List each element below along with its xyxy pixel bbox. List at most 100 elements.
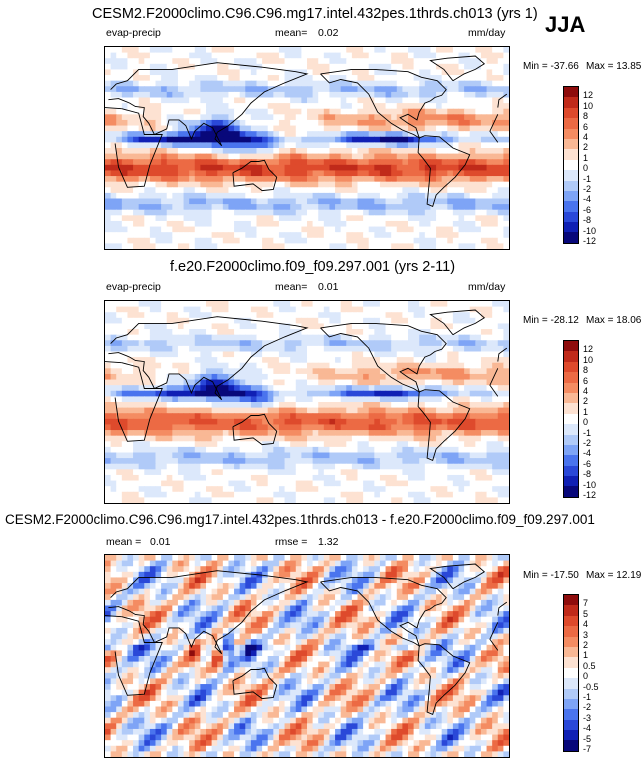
map-cell <box>234 153 241 160</box>
map-cell <box>295 312 302 319</box>
map-cell <box>503 452 509 459</box>
map-cell <box>206 80 213 87</box>
map-cell <box>284 226 291 233</box>
map-cell <box>335 159 342 166</box>
map-cell <box>413 170 420 177</box>
map-cell <box>144 430 151 437</box>
map-cell <box>245 306 252 313</box>
map-cell <box>357 80 364 87</box>
map-cell <box>441 413 448 420</box>
map-cell <box>318 237 325 244</box>
map-cell <box>284 91 291 99</box>
map-cell <box>194 323 201 330</box>
map-cell <box>295 220 302 228</box>
map-cell <box>424 323 432 330</box>
map-cell <box>133 153 140 160</box>
map-cell <box>385 80 392 87</box>
map-cell <box>464 114 471 121</box>
map-cell <box>307 379 314 386</box>
map-cell <box>290 97 297 104</box>
map-cell <box>396 220 403 228</box>
map-cell <box>374 407 381 414</box>
map-cell <box>200 480 207 487</box>
map-cell <box>480 108 488 115</box>
map-cell <box>424 97 432 104</box>
map-cell <box>486 301 493 308</box>
map-cell <box>452 142 460 149</box>
map-cell <box>492 379 499 386</box>
map-cell <box>340 390 347 397</box>
map-cell <box>374 237 381 244</box>
map-cell <box>464 469 471 476</box>
map-cell <box>441 198 448 205</box>
map-cell <box>284 396 291 403</box>
map-cell <box>267 474 274 482</box>
map-cell <box>245 474 252 482</box>
map-cell <box>419 148 426 155</box>
map-cell <box>256 86 263 93</box>
map-cell <box>133 237 140 244</box>
map-cell <box>419 103 426 110</box>
map-cell <box>419 232 426 239</box>
map-cell <box>166 418 173 426</box>
map-cell <box>256 480 263 487</box>
map-cell <box>396 226 403 233</box>
map-cell <box>262 334 269 341</box>
map-cell <box>144 215 151 222</box>
map-cell <box>396 424 403 431</box>
map-cell <box>133 243 140 249</box>
map-cell <box>177 424 185 431</box>
map-cell <box>335 136 342 143</box>
map-cell <box>480 125 488 132</box>
map-cell <box>357 136 364 143</box>
map-cell <box>464 220 471 228</box>
map-cell <box>116 75 123 82</box>
map-cell <box>177 329 185 336</box>
map-cell <box>273 52 280 59</box>
map-cell <box>464 58 471 65</box>
map-cell <box>307 114 314 121</box>
map-cell <box>480 148 488 155</box>
map-cell <box>194 215 201 222</box>
map-cell <box>172 362 179 369</box>
map-cell <box>497 108 504 115</box>
map-cell <box>144 86 151 93</box>
map-cell <box>391 458 398 465</box>
map-cell <box>312 312 319 319</box>
map-cell <box>340 351 347 358</box>
map-cell <box>307 243 314 249</box>
map-cell <box>116 413 123 420</box>
map-cell <box>206 215 213 222</box>
map-cell <box>447 204 454 211</box>
map-cell <box>346 368 353 375</box>
map-cell <box>144 329 151 336</box>
map-cell <box>245 114 252 121</box>
map-cell <box>464 237 471 244</box>
map-cell <box>430 52 437 59</box>
map-cell <box>396 430 403 437</box>
map-cell <box>497 379 504 386</box>
map-cell <box>452 368 460 375</box>
map-cell <box>469 80 476 87</box>
map-cell <box>116 317 123 325</box>
map-cell <box>391 142 398 149</box>
map-cell <box>206 108 213 115</box>
map-cell <box>206 357 213 364</box>
map-cell <box>206 153 213 160</box>
map-cell <box>183 458 190 465</box>
map-cell <box>441 334 448 341</box>
map-cell <box>436 480 443 487</box>
map-cell <box>363 204 370 211</box>
map-cell <box>211 480 218 487</box>
map-cell <box>436 75 443 82</box>
map-cell <box>402 47 409 54</box>
map-cell <box>413 232 420 239</box>
map-cell <box>374 164 381 172</box>
map-cell <box>402 52 409 59</box>
map-cell <box>430 103 437 110</box>
map-cell <box>161 63 168 71</box>
map-cell <box>374 345 381 353</box>
map-cell <box>391 220 398 228</box>
map-cell <box>301 63 308 71</box>
map-cell <box>295 192 302 200</box>
